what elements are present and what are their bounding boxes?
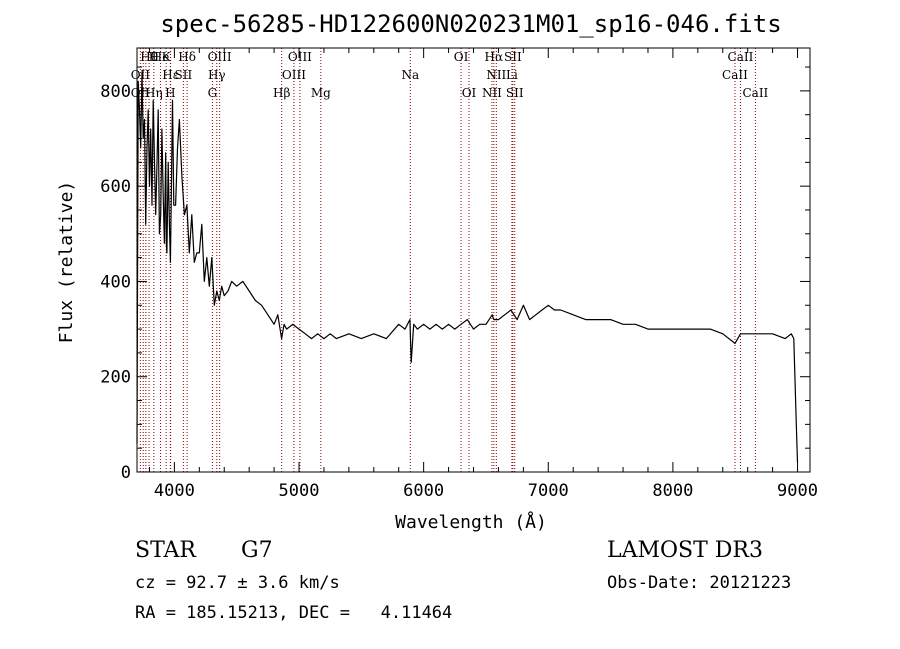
line-label: OIII [288, 50, 312, 64]
x-tick-label: 8000 [652, 481, 693, 501]
line-label: H [165, 86, 175, 100]
line-label: Na [401, 68, 419, 82]
line-label: OIII [208, 50, 232, 64]
line-label: OIII [282, 68, 306, 82]
y-axis-label: Flux (relative) [56, 181, 77, 344]
line-label: Hα [485, 50, 504, 64]
line-label: Li [506, 68, 518, 82]
line-label: CaII [742, 86, 768, 100]
x-tick-label: 5000 [279, 481, 320, 501]
x-tick-label: 9000 [777, 481, 818, 501]
line-label: NII [482, 86, 502, 100]
axis-ticks: 4000 5000 6000 7000 8000 9000 0 200 400 600 800 [100, 48, 818, 501]
line-label: Hγ [208, 68, 226, 82]
x-tick-label: 6000 [403, 481, 444, 501]
line-label: SII [175, 68, 193, 82]
spectrum-line [136, 71, 799, 463]
line-label: OII [131, 68, 151, 82]
spectrum-series [136, 71, 799, 463]
line-label: K [162, 50, 172, 64]
line-label: Mg [311, 86, 331, 100]
line-label: Hβ [273, 86, 290, 100]
y-tick-label: 0 [121, 463, 131, 483]
line-label: Hη [145, 86, 163, 100]
x-tick-label: 7000 [528, 481, 569, 501]
coordinates-text: RA = 185.15213, DEC = 4.11464 [135, 603, 453, 623]
x-axis-label: Wavelength (Å) [395, 511, 547, 533]
emission-line-markers [139, 48, 756, 472]
line-label: SII [506, 86, 524, 100]
line-label: CaII [728, 50, 754, 64]
line-label: SII [504, 50, 522, 64]
y-tick-label: 400 [100, 272, 131, 292]
chart-title: spec-56285-HD122600N020231M01_sp16-046.f… [160, 10, 781, 38]
redshift-text: cz = 92.7 ± 3.6 km/s [135, 573, 340, 593]
line-label: H [149, 50, 159, 64]
object-type: STAR [135, 538, 196, 563]
observation-date: Obs-Date: 20121223 [607, 573, 792, 593]
line-label: Hε [162, 68, 179, 82]
line-label: He [152, 50, 170, 64]
x-tick-label: 4000 [154, 481, 195, 501]
y-tick-label: 800 [100, 82, 131, 102]
line-label: OI [462, 86, 477, 100]
line-label: Hθ [140, 50, 158, 64]
spectral-subclass: G7 [241, 538, 273, 563]
survey-label: LAMOST DR3 [607, 538, 763, 563]
y-tick-label: 600 [100, 177, 131, 197]
line-label: CaII [722, 68, 748, 82]
line-label: NII [486, 68, 506, 82]
line-label: OI [454, 50, 469, 64]
plot-frame [136, 47, 811, 473]
line-label: G [208, 86, 218, 100]
line-label: Hδ [178, 50, 196, 64]
y-tick-label: 200 [100, 368, 131, 388]
line-label: OII [131, 86, 151, 100]
